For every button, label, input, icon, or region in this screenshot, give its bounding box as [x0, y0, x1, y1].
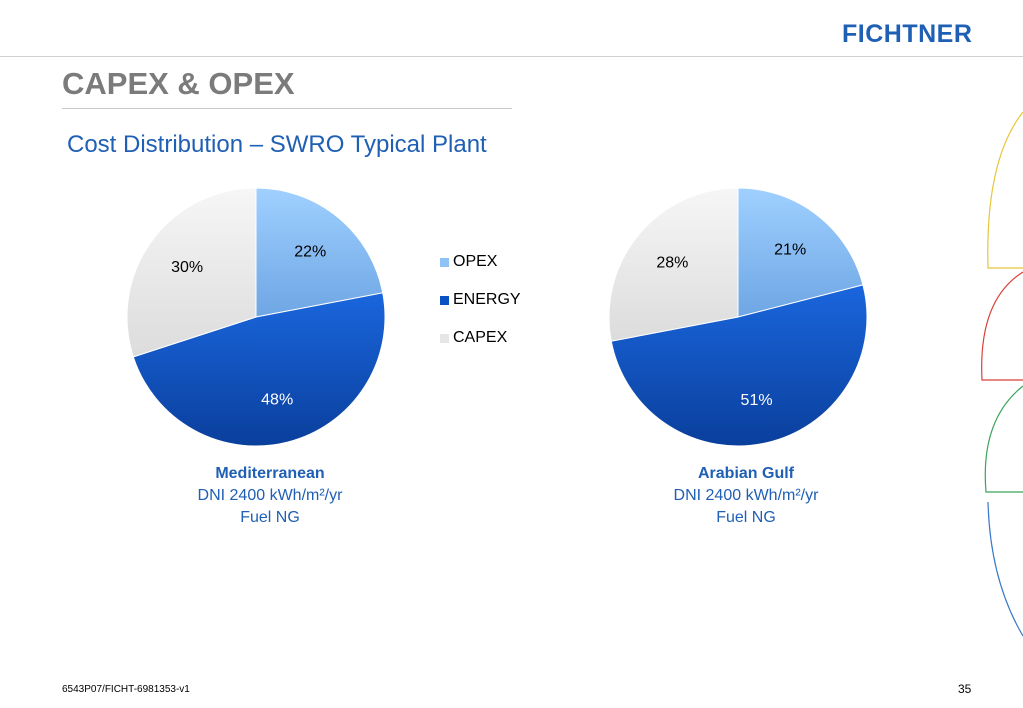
label-capex: 28%: [656, 255, 688, 272]
pie-chart-arabian-gulf: 21% 51% 28%: [608, 187, 868, 447]
legend-item-energy: ENERGY: [440, 290, 521, 310]
legend-swatch-capex: [440, 333, 449, 343]
chart-subtitle: Cost Distribution – SWRO Typical Plant: [67, 131, 487, 158]
slice-energy: [132, 292, 386, 447]
legend-swatch-opex: [440, 257, 449, 267]
caption-dni: DNI 2400 kWh/m²/yr: [673, 487, 819, 504]
legend-item-opex: OPEX: [440, 252, 521, 272]
label-energy: 48%: [261, 391, 293, 408]
slice-capex: [608, 187, 739, 342]
legend-label: ENERGY: [453, 291, 521, 308]
caption-dni: DNI 2400 kWh/m²/yr: [197, 487, 343, 504]
label-energy: 51%: [741, 392, 773, 409]
caption-mediterranean: Mediterranean DNI 2400 kWh/m²/yr Fuel NG: [150, 463, 390, 529]
caption-region: Mediterranean: [215, 465, 325, 482]
slice-opex: [255, 187, 384, 318]
slice-energy: [610, 284, 868, 447]
slice-capex: [126, 187, 257, 358]
label-capex: 30%: [171, 259, 203, 276]
document-reference: 6543P07/FICHT-6981353-v1: [62, 684, 190, 695]
header-divider: [0, 56, 1023, 57]
legend-item-capex: CAPEX: [440, 328, 521, 348]
label-opex: 21%: [774, 242, 806, 259]
decorative-arcs: [981, 111, 1023, 637]
slice-opex: [737, 187, 864, 318]
page-number: 35: [958, 682, 972, 696]
title-underline: [62, 108, 512, 109]
caption-region: Arabian Gulf: [697, 465, 794, 482]
page-title: CAPEX & OPEX: [62, 66, 295, 101]
pie-chart-mediterranean: 22% 48% 30%: [126, 187, 386, 447]
legend-label: CAPEX: [453, 329, 508, 346]
caption-fuel: Fuel NG: [240, 509, 300, 526]
caption-fuel: Fuel NG: [716, 509, 776, 526]
caption-arabian-gulf: Arabian Gulf DNI 2400 kWh/m²/yr Fuel NG: [626, 463, 866, 529]
legend-swatch-energy: [440, 295, 449, 305]
legend-label: OPEX: [453, 253, 498, 270]
label-opex: 22%: [294, 243, 326, 260]
chart-legend: OPEX ENERGY CAPEX: [440, 252, 521, 366]
company-logo: FICHTNER: [842, 20, 973, 48]
